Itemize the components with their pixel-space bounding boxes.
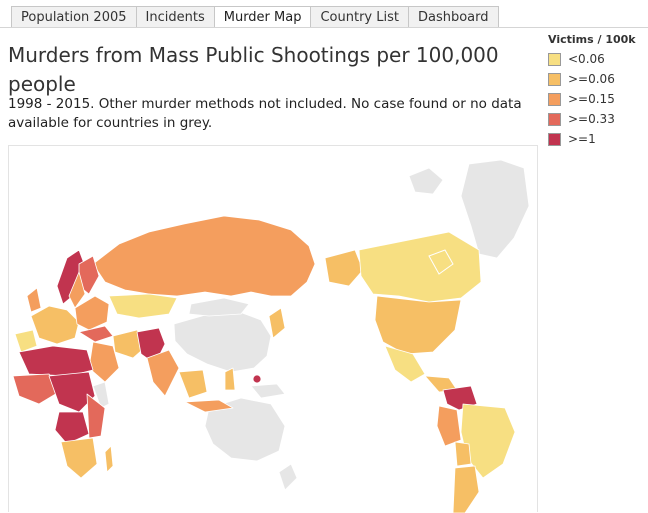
arctic-islands-region [408,167,444,195]
turkey-region [78,325,114,343]
argentina-chile-region [452,465,480,513]
western-europe-region [30,305,80,345]
legend-swatch [548,132,561,146]
canada-region [358,231,482,303]
east-africa-grey-region [92,381,110,409]
legend-item[interactable]: >=0.15 [548,89,644,109]
legend-swatch [548,72,561,86]
brazil-region [460,403,516,479]
legend-swatch [548,112,561,126]
legend-label: >=1 [568,132,596,146]
ecuador-peru-region [436,405,462,447]
choropleth-map[interactable] [9,146,537,513]
color-legend[interactable]: Victims / 100k <0.06 >=0.06 >=0.15 >=0.3… [548,33,644,149]
mexico-region [384,345,426,383]
japan-region [268,307,286,339]
legend-item[interactable]: >=0.33 [548,109,644,129]
indonesia-region [184,399,234,413]
tab-dashboard[interactable]: Dashboard [407,6,499,28]
legend-label: <0.06 [568,52,605,66]
legend-title: Victims / 100k [548,33,636,46]
tab-country-list[interactable]: Country List [310,6,409,28]
hudson-bay-outline [428,249,454,275]
world-map-panel[interactable] [8,145,538,513]
sweden-region [68,271,86,309]
eastern-europe-region [74,295,110,331]
west-africa-region [12,373,60,405]
southern-africa-region [60,437,98,479]
east-africa-region [86,393,106,439]
australia-region [204,397,286,462]
new-guinea-region [250,383,286,399]
tab-murder-map[interactable]: Murder Map [213,6,312,28]
alaska-region [324,249,364,287]
page-subtitle: 1998 - 2015. Other murder methods not in… [8,96,522,131]
tab-incidents[interactable]: Incidents [135,6,215,28]
bolivia-paraguay-region [454,441,472,467]
iberia-region [14,329,38,353]
legend-label: >=0.15 [568,92,615,106]
mongolia-region [188,297,250,317]
central-africa-region [48,371,96,413]
tab-bar-divider [0,27,648,28]
tab-bar: Population 2005 Incidents Murder Map Cou… [11,6,499,28]
legend-item[interactable]: <0.06 [548,49,644,69]
pacific-islands-region [278,463,298,491]
usa-region [374,295,462,355]
madagascar-region [104,445,114,473]
pacific-island-dot [252,374,262,384]
congo-region [54,411,90,445]
legend-label: >=0.33 [568,112,615,126]
philippines-region [224,367,236,391]
tab-population-2005[interactable]: Population 2005 [11,6,137,28]
uk-region [26,287,42,313]
legend-item[interactable]: >=1 [548,129,644,149]
north-africa-region [18,345,94,377]
legend-swatch [548,52,561,66]
india-region [146,349,180,397]
legend-label: >=0.06 [568,72,615,86]
legend-item[interactable]: >=0.06 [548,69,644,89]
kazakhstan-region [108,293,178,319]
legend-swatch [548,92,561,106]
page-title: Murders from Mass Public Shootings per 1… [8,43,499,96]
russia-region [92,215,316,297]
southeast-asia-region [178,369,208,399]
greenland-region [460,159,530,259]
china-region [173,310,272,373]
